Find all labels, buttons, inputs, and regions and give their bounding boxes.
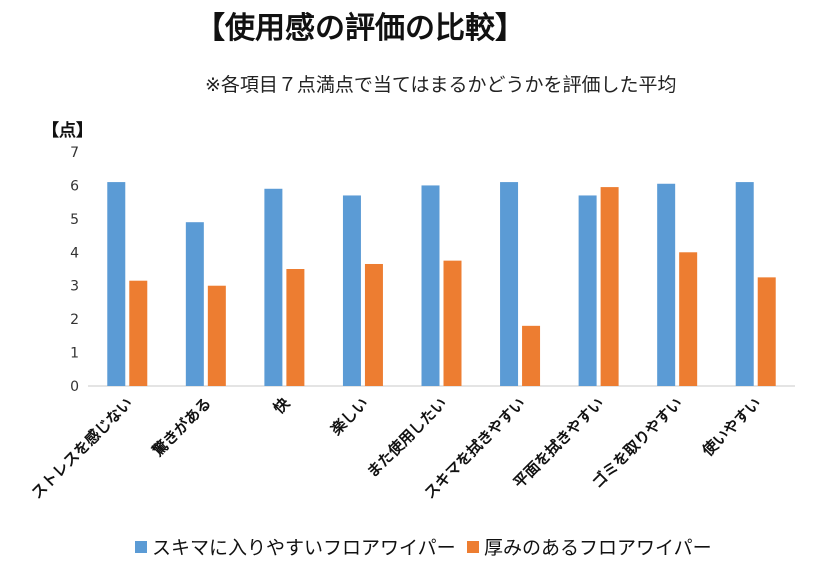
y-tick-label: 5: [70, 212, 79, 228]
bar: [522, 325, 541, 386]
bar: [679, 252, 698, 386]
bar: [421, 185, 440, 386]
y-tick-label: 6: [70, 178, 79, 194]
bar: [264, 188, 283, 386]
chart-subtitle: ※各項目７点満点で当てはまるかどうかを評価した平均: [205, 74, 677, 96]
x-category-label: 驚きがある: [148, 394, 214, 460]
bar: [207, 285, 226, 386]
x-category-label: 快: [270, 393, 294, 417]
legend-swatch: [467, 541, 479, 553]
legend-label: 厚みのあるフロアワイパー: [484, 537, 712, 559]
bar: [657, 183, 676, 386]
bar: [185, 222, 204, 386]
x-category-label: ストレスを感じない: [28, 394, 136, 502]
bar: [286, 269, 305, 386]
bar: [443, 260, 462, 386]
chart-title: 【使用感の評価の比較】: [195, 11, 525, 46]
x-category-label: 使いやすい: [698, 394, 764, 460]
bar: [364, 263, 383, 386]
bar: [600, 187, 619, 386]
bar: [757, 277, 776, 386]
x-category-label: また使用したい: [363, 394, 450, 481]
bar: [500, 182, 519, 386]
y-tick-label: 3: [70, 279, 79, 295]
x-axis-category-labels: ストレスを感じない 驚きがある快楽しいまた使用したいスキマを拭きやすい平面を拭きや…: [28, 393, 765, 502]
y-axis-unit-label: 【点】: [42, 120, 93, 141]
bar: [342, 195, 361, 386]
legend: スキマに入りやすいフロアワイパー 厚みのあるフロアワイパー: [135, 537, 712, 559]
x-category-label: 楽しい: [327, 394, 372, 439]
bar: [735, 182, 754, 386]
y-tick-label: 4: [70, 245, 79, 261]
bar: [578, 195, 597, 386]
bar-series-group: [107, 182, 776, 386]
y-tick-label: 1: [70, 346, 79, 362]
y-tick-label: 2: [70, 312, 79, 328]
legend-swatch: [135, 541, 147, 553]
y-axis-ticks: 0 1 2 3 4 5 6 7: [70, 145, 79, 395]
bar: [129, 280, 148, 386]
legend-label: スキマに入りやすいフロアワイパー: [152, 537, 456, 559]
y-tick-label: 7: [70, 145, 79, 161]
bar: [107, 182, 126, 386]
y-tick-label: 0: [70, 379, 79, 395]
